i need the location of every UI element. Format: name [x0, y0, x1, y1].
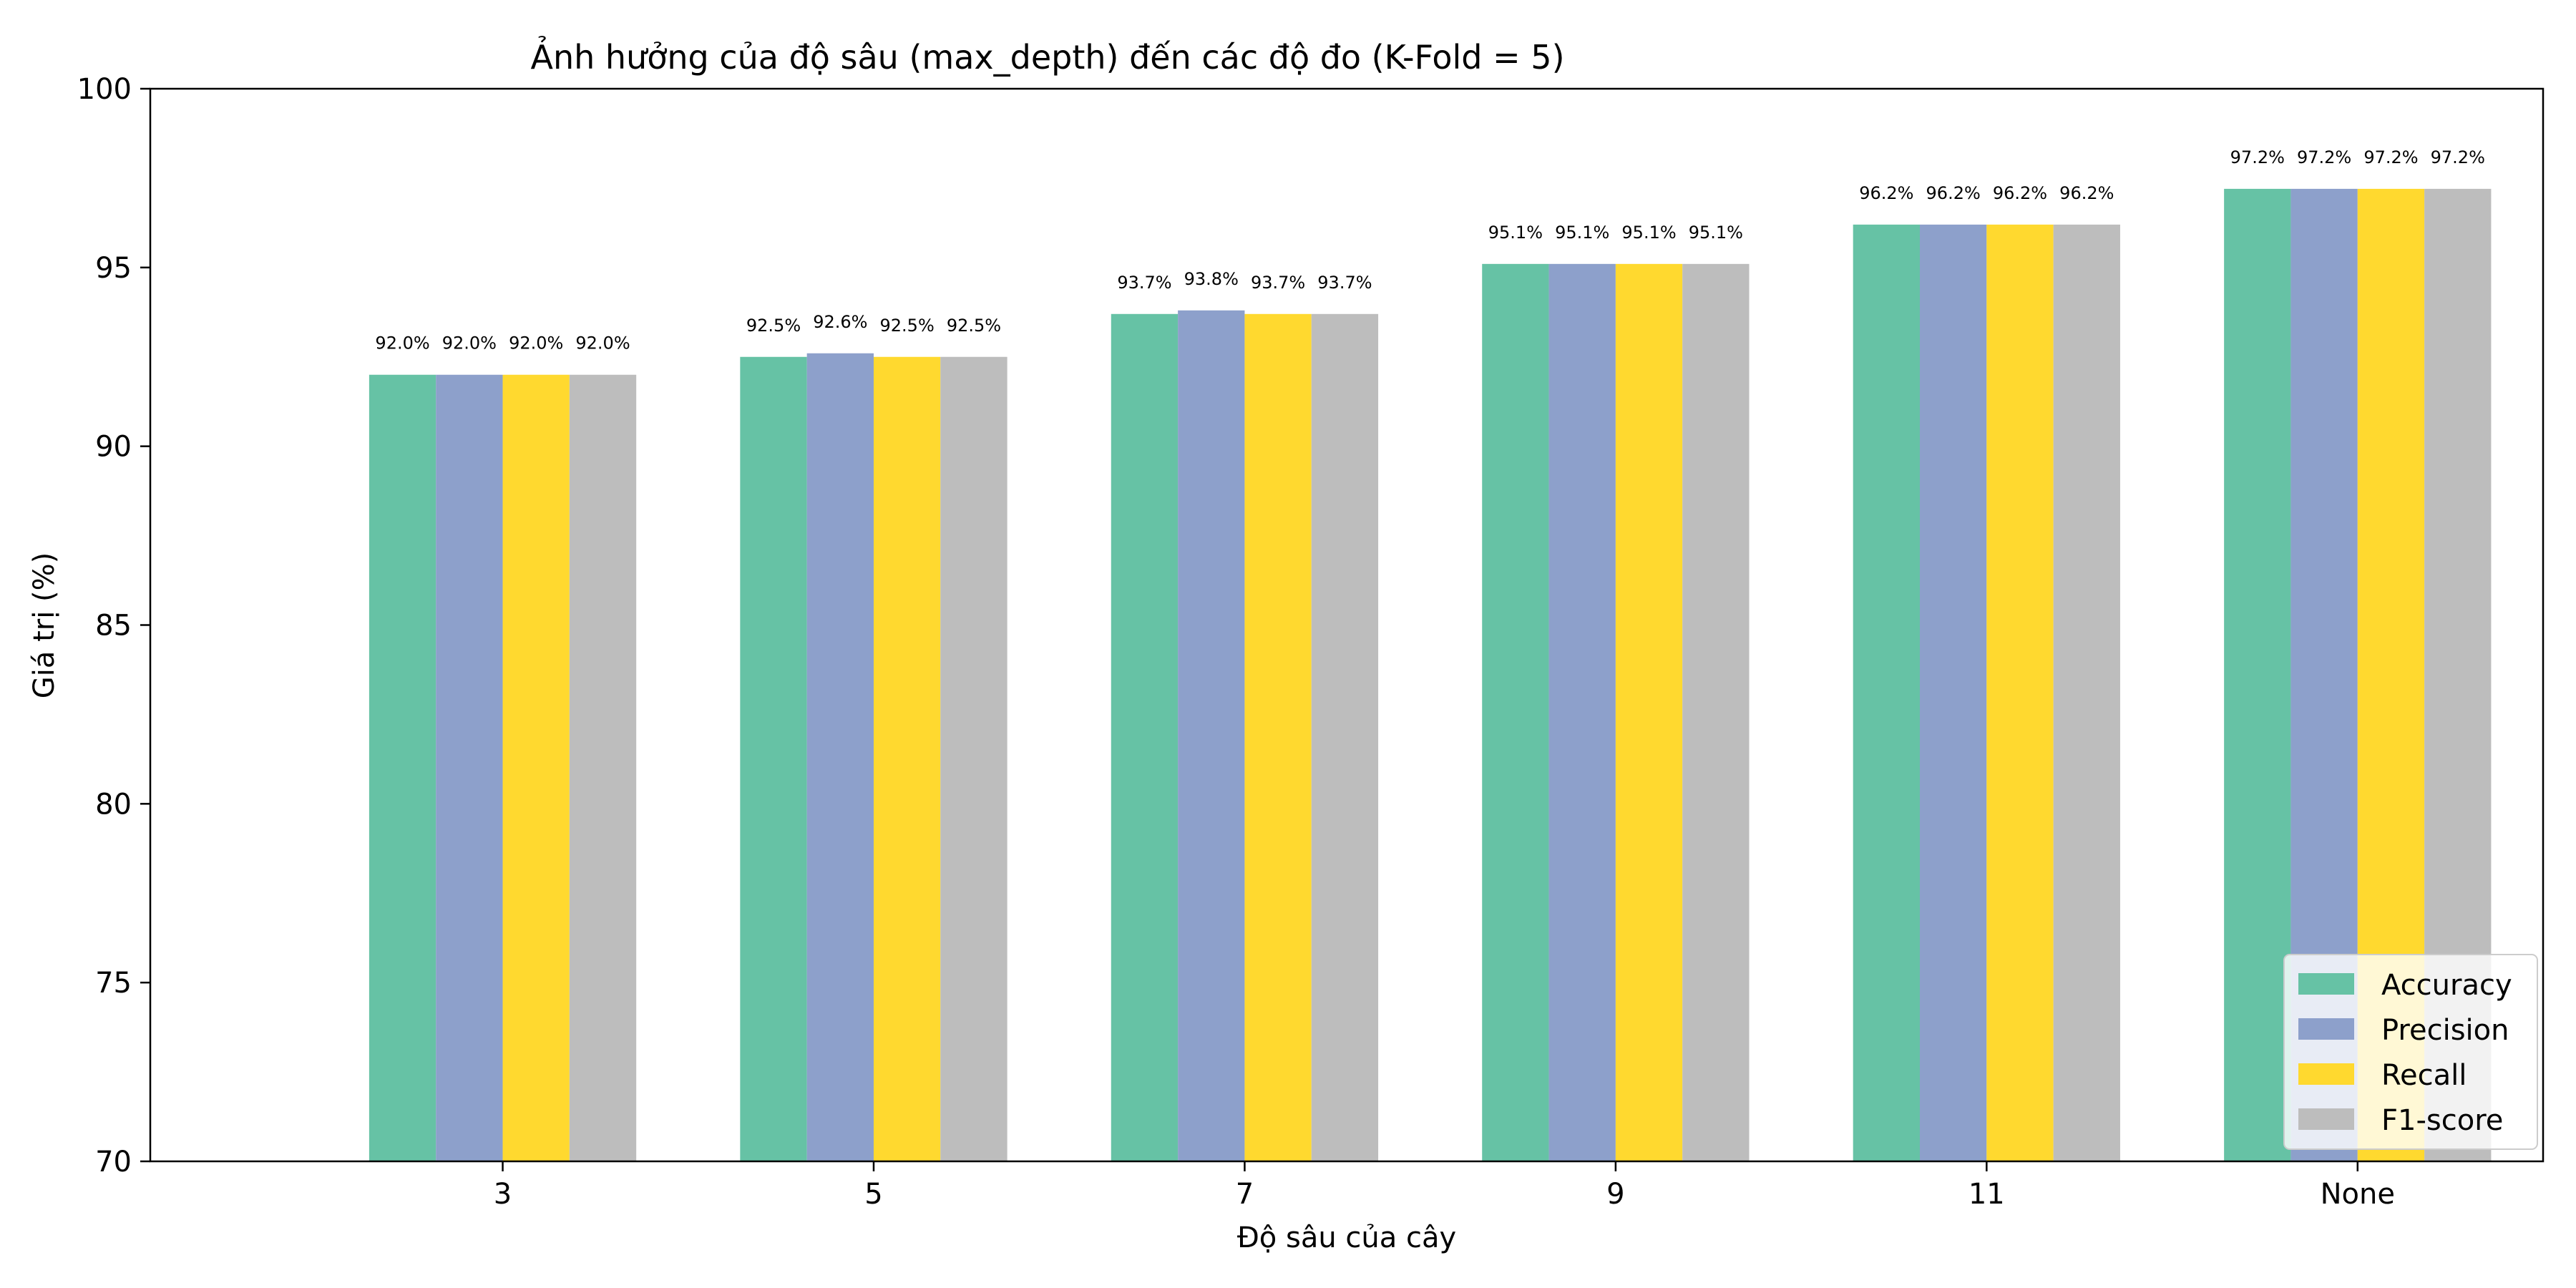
bar-value-label: 92.5% [746, 316, 801, 336]
x-tick-label: 3 [494, 1178, 512, 1211]
legend-box [2283, 954, 2538, 1150]
bars-group [369, 188, 2492, 1162]
legend-label: F1-score [2381, 1104, 2503, 1137]
bar [740, 356, 807, 1161]
bar [369, 374, 436, 1161]
bar-value-label: 95.1% [1488, 223, 1543, 243]
bar-value-label: 97.2% [2363, 147, 2418, 167]
bar-value-label: 93.8% [1184, 269, 1239, 289]
bar [1920, 224, 1987, 1161]
bar [502, 374, 570, 1161]
bar-value-label: 93.7% [1251, 273, 1305, 293]
y-axis: 70 75 80 85 90 95 100 [77, 73, 150, 1179]
y-axis-title: Giá trị (%) [28, 552, 61, 699]
bar-value-label: 92.0% [375, 333, 429, 353]
bar-value-label: 96.2% [1859, 183, 1913, 203]
x-tick-label: None [2321, 1178, 2395, 1211]
x-tick-label: 7 [1236, 1178, 1254, 1211]
bar-value-label: 95.1% [1689, 223, 1743, 243]
bar-value-label: 93.7% [1117, 273, 1171, 293]
y-tick-label: 100 [77, 73, 132, 106]
bar [2053, 224, 2120, 1161]
y-tick-label: 80 [95, 788, 132, 821]
y-tick-label: 70 [95, 1146, 132, 1179]
bar-value-label: 92.6% [813, 312, 867, 332]
plot-area: 92.0% 92.0% 92.0% 92.0% 92.5% 92.6% 92.5% 92.5%… [149, 87, 2545, 1163]
bar [1548, 263, 1616, 1162]
bar [1111, 313, 1179, 1161]
bar-value-label: 92.5% [947, 316, 1001, 336]
bar [806, 353, 874, 1161]
bar [436, 374, 503, 1161]
bar [1244, 313, 1312, 1161]
bar [1615, 263, 1683, 1162]
legend-label: Recall [2381, 1059, 2467, 1092]
legend-swatch [2298, 1108, 2354, 1130]
y-tick-label: 85 [95, 610, 132, 643]
bar-labels-group: 92.0% 92.0% 92.0% 92.0% 92.5% 92.6% 92.5% 92.5%… [375, 147, 2484, 353]
bar-value-label: 95.1% [1555, 223, 1609, 243]
bar [1682, 263, 1750, 1162]
bar-value-label: 92.0% [509, 333, 563, 353]
chart-title: Ảnh hưởng của độ sâu (max_depth) đến các… [530, 36, 1564, 77]
bar [940, 356, 1008, 1161]
x-axis-title: Độ sâu của cây [1237, 1221, 1456, 1254]
bar-value-label: 97.2% [2230, 147, 2285, 167]
bar-value-label: 93.7% [1317, 273, 1372, 293]
x-axis: 3 5 7 9 11 None [494, 1161, 2395, 1211]
bar-value-label: 96.2% [2059, 183, 2114, 203]
bar-value-label: 97.2% [2431, 147, 2485, 167]
bar [1311, 313, 1379, 1161]
legend-swatch [2298, 1063, 2354, 1085]
bar-value-label: 92.5% [880, 316, 935, 336]
legend-swatch [2298, 973, 2354, 995]
bar [1986, 224, 2054, 1161]
legend-label: Precision [2381, 1014, 2509, 1047]
bar-value-label: 96.2% [1993, 183, 2047, 203]
bar-value-label: 97.2% [2297, 147, 2351, 167]
legend: Accuracy Precision Recall F1-score [2283, 954, 2538, 1150]
bar [1482, 263, 1549, 1162]
x-tick-label: 5 [864, 1178, 882, 1211]
y-tick-label: 75 [95, 967, 132, 1000]
y-tick-label: 90 [95, 431, 132, 464]
legend-swatch [2298, 1018, 2354, 1040]
legend-label: Accuracy [2381, 969, 2512, 1002]
bar [1853, 224, 1920, 1161]
bar-value-label: 92.0% [575, 333, 630, 353]
bar [873, 356, 941, 1161]
x-tick-label: 11 [1968, 1178, 2005, 1211]
bar-value-label: 96.2% [1926, 183, 1981, 203]
bar-value-label: 92.0% [442, 333, 497, 353]
x-tick-label: 9 [1606, 1178, 1624, 1211]
bar [569, 374, 637, 1161]
bar [1178, 310, 1245, 1161]
bar-value-label: 95.1% [1621, 223, 1676, 243]
y-tick-label: 95 [95, 252, 132, 285]
bar [2224, 188, 2291, 1161]
